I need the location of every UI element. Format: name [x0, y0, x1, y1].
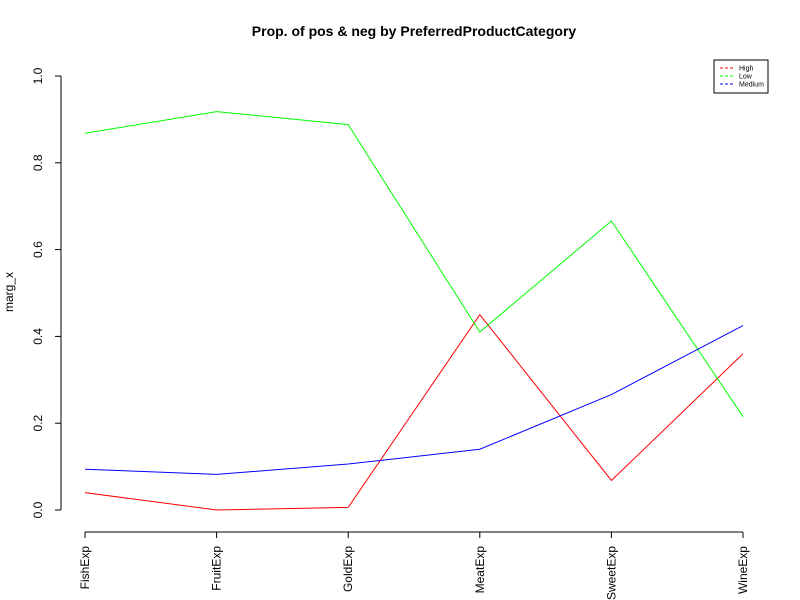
- y-tick-label: 0.6: [31, 241, 45, 258]
- chart-title: Prop. of pos & neg by PreferredProductCa…: [252, 23, 577, 39]
- series-line-medium: [84, 325, 744, 475]
- series-line-high: [84, 313, 744, 511]
- x-tick-label: FruitExp: [210, 546, 224, 591]
- axes: 0.0 0.2 0.4 0.6 0.8 1.0 FishExp FruitExp GoldExp…: [31, 67, 750, 600]
- y-tick-label: 1.0: [31, 67, 45, 84]
- legend-label: Medium: [739, 82, 764, 89]
- y-tick-label: 0.0: [31, 501, 45, 518]
- legend-label: Low: [739, 74, 753, 81]
- series-lines: [84, 111, 744, 511]
- y-tick-label: 0.2: [31, 415, 45, 432]
- x-tick-label: GoldExp: [341, 546, 355, 592]
- legend-label: High: [739, 66, 754, 73]
- x-tick-label: SweetExp: [604, 546, 618, 600]
- x-tick-label: MeatExp: [473, 546, 487, 594]
- y-tick-label: 0.4: [31, 328, 45, 345]
- x-tick-label: FishExp: [78, 546, 92, 590]
- series-line-low: [84, 111, 744, 417]
- y-axis-label: marg_x: [2, 272, 16, 312]
- x-tick-label: WineExp: [736, 546, 750, 594]
- y-tick-label: 0.8: [31, 154, 45, 171]
